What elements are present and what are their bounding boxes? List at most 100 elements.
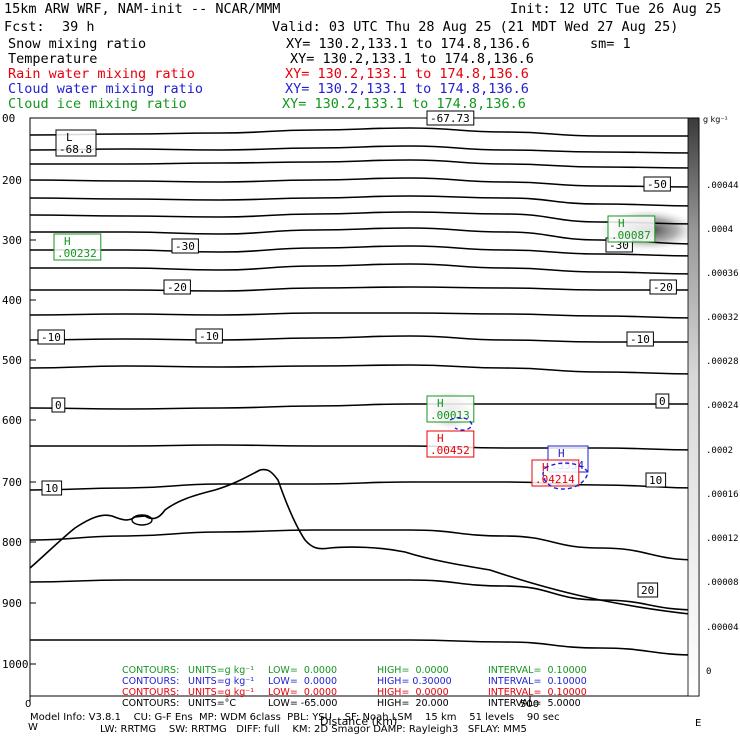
y-tick-label: 1000 (2, 658, 29, 671)
extremum-label: H.00232 (53, 233, 102, 261)
contour-setting-text: LOW= 0.0000 (268, 665, 338, 676)
isotherm-line (29, 312, 700, 319)
contour-labels: -50-30-30-20 -20-10 -10 -100 0101020L-68.8-6… (37, 110, 677, 598)
svg-text:H: H (437, 432, 444, 445)
field-smoothing: sm= 1 (590, 36, 631, 52)
field-name-temperature: Temperature (8, 51, 98, 67)
field-name-cloud-water: Cloud water mixing ratio (8, 81, 204, 97)
svg-text:H: H (618, 217, 625, 230)
colorbar-tick-label: .00016 (706, 490, 739, 500)
temperature-low-label: L-68.8 (55, 129, 97, 157)
contour-setting-text: CONTOURS: (122, 687, 180, 698)
isotherm-label: -30 (171, 238, 199, 254)
fcst-value: 39 h (62, 19, 95, 35)
colorbar-tick-label: .00028 (706, 357, 739, 367)
field-xy-rain: XY= 130.2,133.1 to 174.8,136.6 (285, 66, 529, 82)
y-tick-label: 600 (2, 414, 22, 427)
svg-text:.00232: .00232 (57, 247, 97, 260)
contour-setting-text: CONTOURS: (122, 665, 180, 676)
isotherm-label: -10 (37, 329, 65, 345)
colorbar-tick-label: .00044 (706, 181, 739, 191)
contour-setting-text: HIGH= 0.0000 (377, 687, 449, 698)
svg-text:-50: -50 (647, 178, 667, 191)
field-xy-snow: XY= 130.2,133.1 to 174.8,136.6 (286, 36, 530, 52)
svg-text:-20: -20 (167, 281, 187, 294)
isotherm-line (29, 481, 700, 491)
isotherm-line (29, 177, 700, 188)
contour-setting-text: INTERVAL= 5.0000 (488, 698, 581, 709)
isotherm-label: -10 (626, 331, 654, 347)
isotherm-label: 20 (637, 582, 659, 598)
contour-setting-text: LOW= 0.0000 (268, 687, 338, 698)
y-tick-label: 700 (2, 476, 22, 489)
svg-text:-10: -10 (199, 330, 219, 343)
y-axis-labels: 00 200 300 400 500 600 700 800 900 1000 (2, 112, 29, 671)
svg-text:-10: -10 (630, 333, 650, 346)
cloud-water-contour-right (542, 462, 589, 490)
extremum-label: H.04214 (531, 459, 580, 487)
y-tick-label: 500 (2, 354, 22, 367)
isotherm-line (29, 579, 700, 611)
y-axis (30, 179, 36, 665)
isotherm-label: 10 (41, 480, 63, 496)
contour-setting-text: UNITS=°C (188, 698, 237, 709)
field-xy-cloud-water: XY= 130.2,133.1 to 174.8,136.6 (285, 81, 529, 97)
colorbar-tick-label: .0002 (706, 446, 733, 456)
svg-text:L: L (66, 131, 73, 144)
contour-setting-text: UNITS=g kg⁻¹ (188, 665, 255, 676)
colorbar-tick-label: .00032 (706, 313, 739, 323)
svg-text:-30: -30 (175, 240, 195, 253)
x-axis (29, 696, 531, 702)
extremum-label: H.00013 (426, 395, 475, 423)
x-tick-500: 500 (520, 699, 540, 710)
model-title: 15km ARW WRF, NAM-init -- NCAR/MMM (4, 1, 281, 17)
isotherm-line (30, 263, 700, 275)
contour-setting-text: HIGH= 20.000 (377, 698, 449, 709)
y-tick-label: 900 (2, 597, 22, 610)
svg-text:-20: -20 (653, 281, 673, 294)
isotherm-line (29, 639, 700, 656)
svg-text:H: H (558, 447, 565, 460)
isotherm-line (30, 159, 700, 169)
contour-setting-text: INTERVAL= 0.10000 (488, 687, 587, 698)
isotherm-line (29, 211, 700, 225)
svg-text:-68.8: -68.8 (59, 143, 92, 156)
svg-text:H: H (64, 235, 71, 248)
isotherm-label: -20 (649, 279, 677, 295)
physics-info-line: LW: RRTMG SW: RRTMG DIFF: full KM: 2D Sm… (100, 724, 527, 735)
svg-text:0: 0 (659, 395, 666, 408)
temperature-contours (29, 127, 700, 656)
y-tick-label: 300 (2, 234, 22, 247)
colorbar-unit: g kg⁻¹ (703, 115, 728, 124)
contour-setting-text: CONTOURS: (122, 698, 180, 709)
svg-text:H: H (437, 397, 444, 410)
isotherm-line (29, 127, 699, 137)
contour-setting-text: HIGH= 0.30000 (377, 676, 452, 687)
svg-text:-67.73: -67.73 (430, 112, 470, 125)
contour-setting-text: UNITS=g kg⁻¹ (188, 687, 255, 698)
field-xy-temperature: XY= 130.2,133.1 to 174.8,136.6 (290, 51, 534, 67)
isotherm-line (29, 195, 700, 207)
svg-text:.00452: .00452 (430, 444, 470, 457)
isotherm-line (29, 444, 700, 451)
isotherm-label: -10 (195, 328, 223, 344)
extremum-label: H.00087 (607, 215, 656, 243)
field-name-rain: Rain water mixing ratio (8, 66, 195, 82)
isotherm-line (29, 335, 699, 343)
svg-text:20: 20 (641, 584, 654, 597)
contour-setting-text: INTERVAL= 0.10000 (488, 665, 587, 676)
east-corner-label: E (695, 718, 702, 729)
isotherm-line (29, 403, 699, 410)
x-tick-0: 0 (25, 699, 32, 710)
field-name-cloud-ice: Cloud ice mixing ratio (8, 96, 187, 112)
svg-text:.00013: .00013 (430, 409, 470, 422)
colorbar-tick-label: .00024 (706, 401, 739, 411)
colorbar-labels: .00044 .0004 .00036 .00032 .00028 .00024 .0002… (706, 181, 739, 677)
y-tick-label: 200 (2, 174, 22, 187)
colorbar-tick-label: .00004 (706, 623, 739, 633)
colorbar-tick-label: .00008 (706, 578, 739, 588)
valid-time: Valid: 03 UTC Thu 28 Aug 25 (21 MDT Wed … (272, 19, 679, 35)
isotherm-label: -20 (163, 279, 191, 295)
contour-setting-text: CONTOURS: (122, 676, 180, 687)
